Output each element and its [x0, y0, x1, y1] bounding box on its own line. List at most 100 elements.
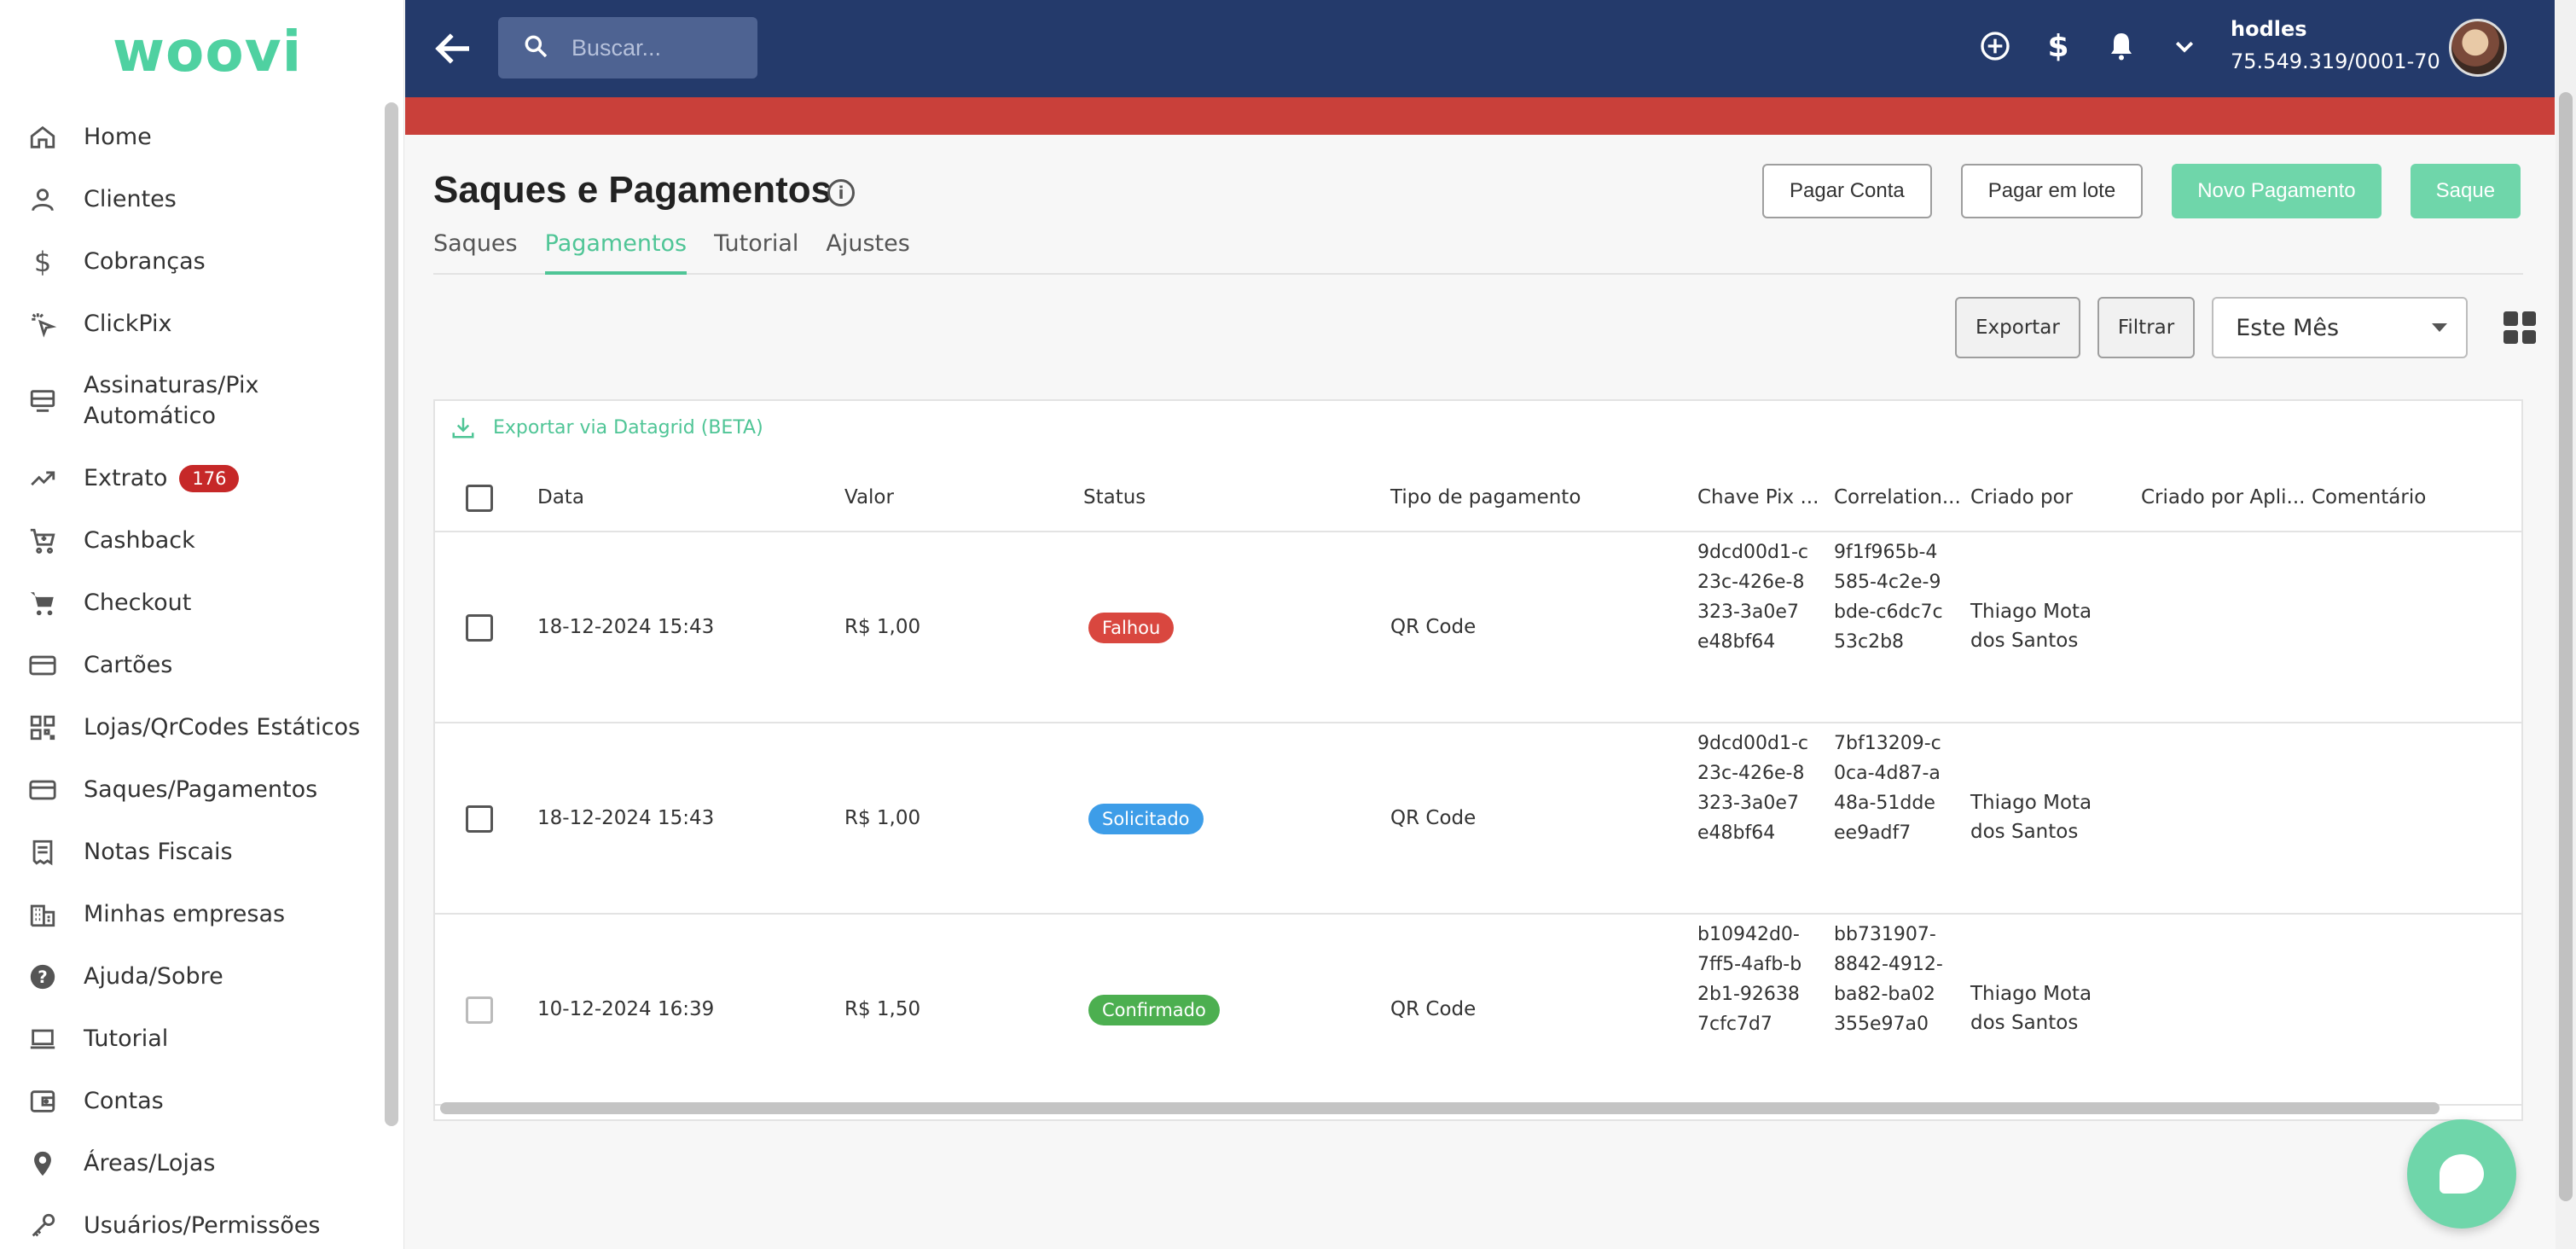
row-checkbox[interactable] — [466, 614, 493, 642]
table-row[interactable]: 18-12-2024 15:43 R$ 1,00 Falhou QR Code … — [435, 532, 2521, 723]
sidebar-item-lojas-qrcodes[interactable]: Lojas/QrCodes Estáticos — [0, 696, 375, 758]
column-header[interactable]: Chave Pix ... — [1697, 486, 1819, 508]
export-datagrid-link[interactable]: Exportar via Datagrid (BETA) — [450, 415, 763, 440]
cell-pix-key: 9dcd00d1-c23c-426e-8323-3a0e7e48bf64 — [1697, 542, 1809, 653]
sidebar-item-areas-lojas[interactable]: Áreas/Lojas — [0, 1132, 375, 1194]
page-title: Saques e Pagamentos — [433, 169, 833, 211]
cell-date: 18-12-2024 15:43 — [537, 616, 715, 638]
column-header[interactable]: Data — [537, 486, 584, 508]
tab-ajustes[interactable]: Ajustes — [826, 230, 910, 257]
column-header[interactable]: Tipo de pagamento — [1390, 486, 1581, 508]
sidebar-item-label: Usuários/Permissões — [84, 1211, 321, 1239]
sidebar-item-contas[interactable]: Contas — [0, 1070, 375, 1132]
period-select[interactable]: Este Mês — [2212, 297, 2469, 358]
trending-icon — [26, 462, 60, 496]
sidebar-item-minhas-empresas[interactable]: Minhas empresas — [0, 883, 375, 945]
select-all-checkbox[interactable] — [466, 485, 493, 512]
withdraw-button[interactable]: Saque — [2410, 164, 2521, 218]
top-icon-group: $ — [1975, 26, 2205, 67]
sidebar: woovi Home Clientes $ Cobranças ClickPix — [0, 0, 404, 1249]
column-header[interactable]: Correlation... — [1834, 486, 1961, 508]
column-header[interactable]: Valor — [844, 486, 894, 508]
avatar[interactable] — [2449, 19, 2507, 77]
sidebar-item-saques-pagamentos[interactable]: Saques/Pagamentos — [0, 758, 375, 821]
tab-pagamentos[interactable]: Pagamentos — [544, 227, 688, 275]
cell-value: R$ 1,50 — [844, 998, 921, 1020]
cell-created-by: Thiago Mota dos Santos — [1970, 792, 2092, 843]
sidebar-item-label: Cashback — [84, 526, 195, 554]
sidebar-item-assinaturas[interactable]: Assinaturas/Pix Automático — [0, 355, 375, 447]
table-row[interactable]: 10-12-2024 16:39 R$ 1,50 Confirmado QR C… — [435, 915, 2521, 1106]
cell-correlation: bb731907-8842-4912-ba82-ba02355e97a0 — [1834, 924, 1943, 1035]
column-header[interactable]: Status — [1083, 486, 1146, 508]
key-icon — [26, 1209, 60, 1243]
cart-icon — [26, 586, 60, 620]
sidebar-item-cashback[interactable]: Cashback — [0, 509, 375, 572]
table-row[interactable]: 18-12-2024 15:43 R$ 1,00 Solicitado QR C… — [435, 723, 2521, 915]
sidebar-item-cartoes[interactable]: Cartões — [0, 634, 375, 696]
add-circle-icon[interactable] — [1975, 26, 2016, 67]
pay-batch-button[interactable]: Pagar em lote — [1960, 164, 2144, 218]
pay-bill-button[interactable]: Pagar Conta — [1762, 164, 1932, 218]
card-icon — [26, 648, 60, 683]
sidebar-item-label: ClickPix — [84, 310, 172, 337]
status-badge: Confirmado — [1088, 995, 1220, 1025]
back-arrow-icon[interactable] — [431, 26, 477, 72]
cell-payment-type: QR Code — [1390, 807, 1477, 829]
sidebar-item-label: Cobranças — [84, 247, 206, 275]
chevron-down-icon[interactable] — [2164, 26, 2205, 67]
search-input[interactable] — [571, 34, 742, 61]
sidebar-item-notas-fiscais[interactable]: Notas Fiscais — [0, 821, 375, 883]
sidebar-item-label: Saques/Pagamentos — [84, 776, 318, 803]
search-box[interactable] — [498, 17, 757, 78]
sidebar-scrollbar[interactable] — [385, 102, 398, 1126]
svg-text:?: ? — [38, 967, 48, 987]
sidebar-item-label: Contas — [84, 1087, 164, 1114]
column-header[interactable]: Criado por Apli... — [2141, 486, 2306, 508]
page-scrollbar[interactable] — [2556, 0, 2576, 1249]
cell-date: 10-12-2024 16:39 — [537, 998, 715, 1020]
sidebar-item-clickpix[interactable]: ClickPix — [0, 293, 375, 355]
cell-correlation: 9f1f965b-4585-4c2e-9bde-c6dc7c53c2b8 — [1834, 542, 1943, 653]
chat-bubble-icon — [2440, 1154, 2484, 1194]
export-datagrid-label: Exportar via Datagrid (BETA) — [493, 416, 763, 439]
sidebar-item-extrato[interactable]: Extrato 176 — [0, 447, 375, 509]
new-payment-button[interactable]: Novo Pagamento — [2172, 164, 2382, 218]
user-name: hodles — [2231, 17, 2307, 41]
user-document: 75.549.319/0001-70 — [2231, 49, 2440, 73]
column-header[interactable]: Criado por — [1970, 486, 2074, 508]
export-button[interactable]: Exportar — [1955, 297, 2080, 358]
sidebar-item-checkout[interactable]: Checkout — [0, 572, 375, 634]
dollar-icon[interactable]: $ — [2047, 28, 2069, 64]
filter-button[interactable]: Filtrar — [2097, 297, 2196, 358]
sidebar-item-clientes[interactable]: Clientes — [0, 168, 375, 230]
sidebar-item-tutorial[interactable]: Tutorial — [0, 1008, 375, 1070]
info-icon[interactable]: i — [827, 179, 855, 206]
row-checkbox[interactable] — [466, 805, 493, 833]
chat-button[interactable] — [2407, 1119, 2516, 1229]
column-header[interactable]: Comentário — [2312, 486, 2427, 508]
user-account[interactable]: hodles 75.549.319/0001-70 — [2231, 17, 2440, 73]
table-toolbar: Exportar Filtrar Este Mês — [1955, 297, 2537, 358]
help-icon: ? — [26, 960, 60, 994]
period-select-value: Este Mês — [2236, 314, 2340, 341]
sidebar-item-cobrancas[interactable]: $ Cobranças — [0, 230, 375, 293]
tab-tutorial[interactable]: Tutorial — [714, 230, 799, 257]
building-icon — [26, 898, 60, 932]
laptop-icon — [26, 1022, 60, 1056]
grid-view-icon[interactable] — [2503, 311, 2537, 344]
extrato-count-badge: 176 — [179, 464, 240, 492]
cell-date: 18-12-2024 15:43 — [537, 807, 715, 829]
sidebar-item-label: Assinaturas/Pix Automático — [84, 372, 259, 429]
bell-icon[interactable] — [2101, 26, 2142, 67]
sidebar-item-usuarios-permissoes[interactable]: Usuários/Permissões — [0, 1194, 375, 1249]
table-horizontal-scrollbar[interactable] — [440, 1102, 2440, 1114]
woovi-logo[interactable]: woovi — [113, 19, 303, 84]
sidebar-item-home[interactable]: Home — [0, 106, 375, 168]
sidebar-item-ajuda[interactable]: ? Ajuda/Sobre — [0, 945, 375, 1008]
row-checkbox[interactable] — [466, 996, 493, 1024]
sidebar-item-label: Notas Fiscais — [84, 838, 233, 865]
page-actions: Pagar Conta Pagar em lote Novo Pagamento… — [1762, 164, 2521, 218]
cell-pix-key: b10942d0-7ff5-4afb-b2b1-926387cfc7d7 — [1697, 924, 1802, 1035]
tab-saques[interactable]: Saques — [433, 230, 518, 257]
